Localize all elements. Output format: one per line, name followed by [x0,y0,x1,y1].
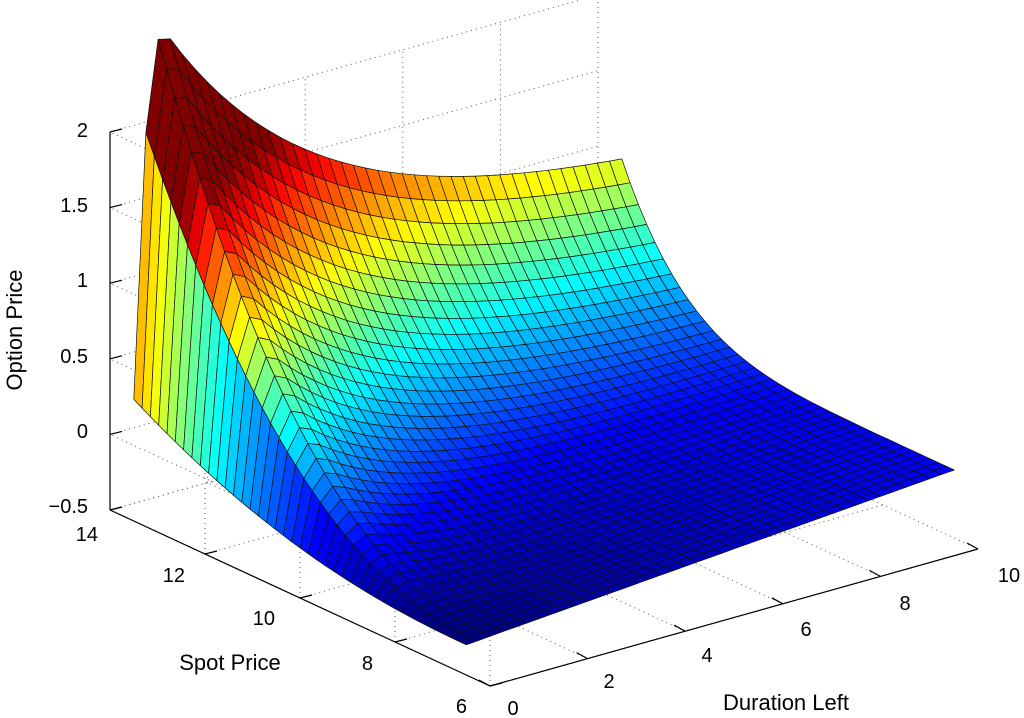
x-tick-mark [673,624,686,632]
x-tick-mark [771,597,784,605]
z-tick-mark [109,355,123,360]
x-tick-label: 4 [701,645,712,667]
x-tick-mark [576,652,588,660]
y-tick-label: 14 [76,524,98,546]
y-tick-labels: 14 12 10 8 6 [76,524,467,718]
x-tick-mark [966,542,979,550]
x-tick-label: 8 [899,593,910,615]
x-tick-label: 6 [800,619,811,641]
x-axis-title: Duration Left [723,690,849,715]
axes [109,128,979,687]
y-axis-title: Spot Price [179,650,281,675]
z-tick-mark [109,204,123,209]
y-tick-mark [109,506,123,511]
z-tick-label: 2 [77,120,88,142]
z-tick-label: −0.5 [49,496,88,518]
z-tick-label: 1.5 [60,195,88,217]
x-tick-label: 2 [603,671,614,693]
y-tick-label: 8 [362,653,373,675]
x-tick-labels: 0 2 4 6 8 10 [507,565,1020,718]
y-tick-label: 12 [163,565,185,587]
x-tick-label: 0 [507,698,518,718]
y-tick-label: 6 [456,696,467,718]
z-tick-mark [109,430,123,435]
z-axis-title: Option Price [2,269,27,390]
y-tick-mark [204,550,218,555]
y-tick-mark [394,638,408,643]
y-tick-mark [299,594,313,599]
z-tick-mark [109,279,123,284]
surface-patch [933,465,955,475]
z-tick-mark [109,128,123,133]
x-tick-mark [869,569,881,577]
z-tick-labels: −0.5 0 0.5 1 1.5 2 [49,120,88,518]
x-tick-label: 10 [998,565,1020,587]
z-tick-label: 0.5 [60,346,88,368]
surface [133,38,955,646]
x-tick-mark [478,679,491,687]
x-axis-line [489,548,979,687]
z-tick-label: 0 [77,421,88,443]
y-tick-label: 10 [253,608,275,630]
z-tick-label: 1 [77,270,88,292]
